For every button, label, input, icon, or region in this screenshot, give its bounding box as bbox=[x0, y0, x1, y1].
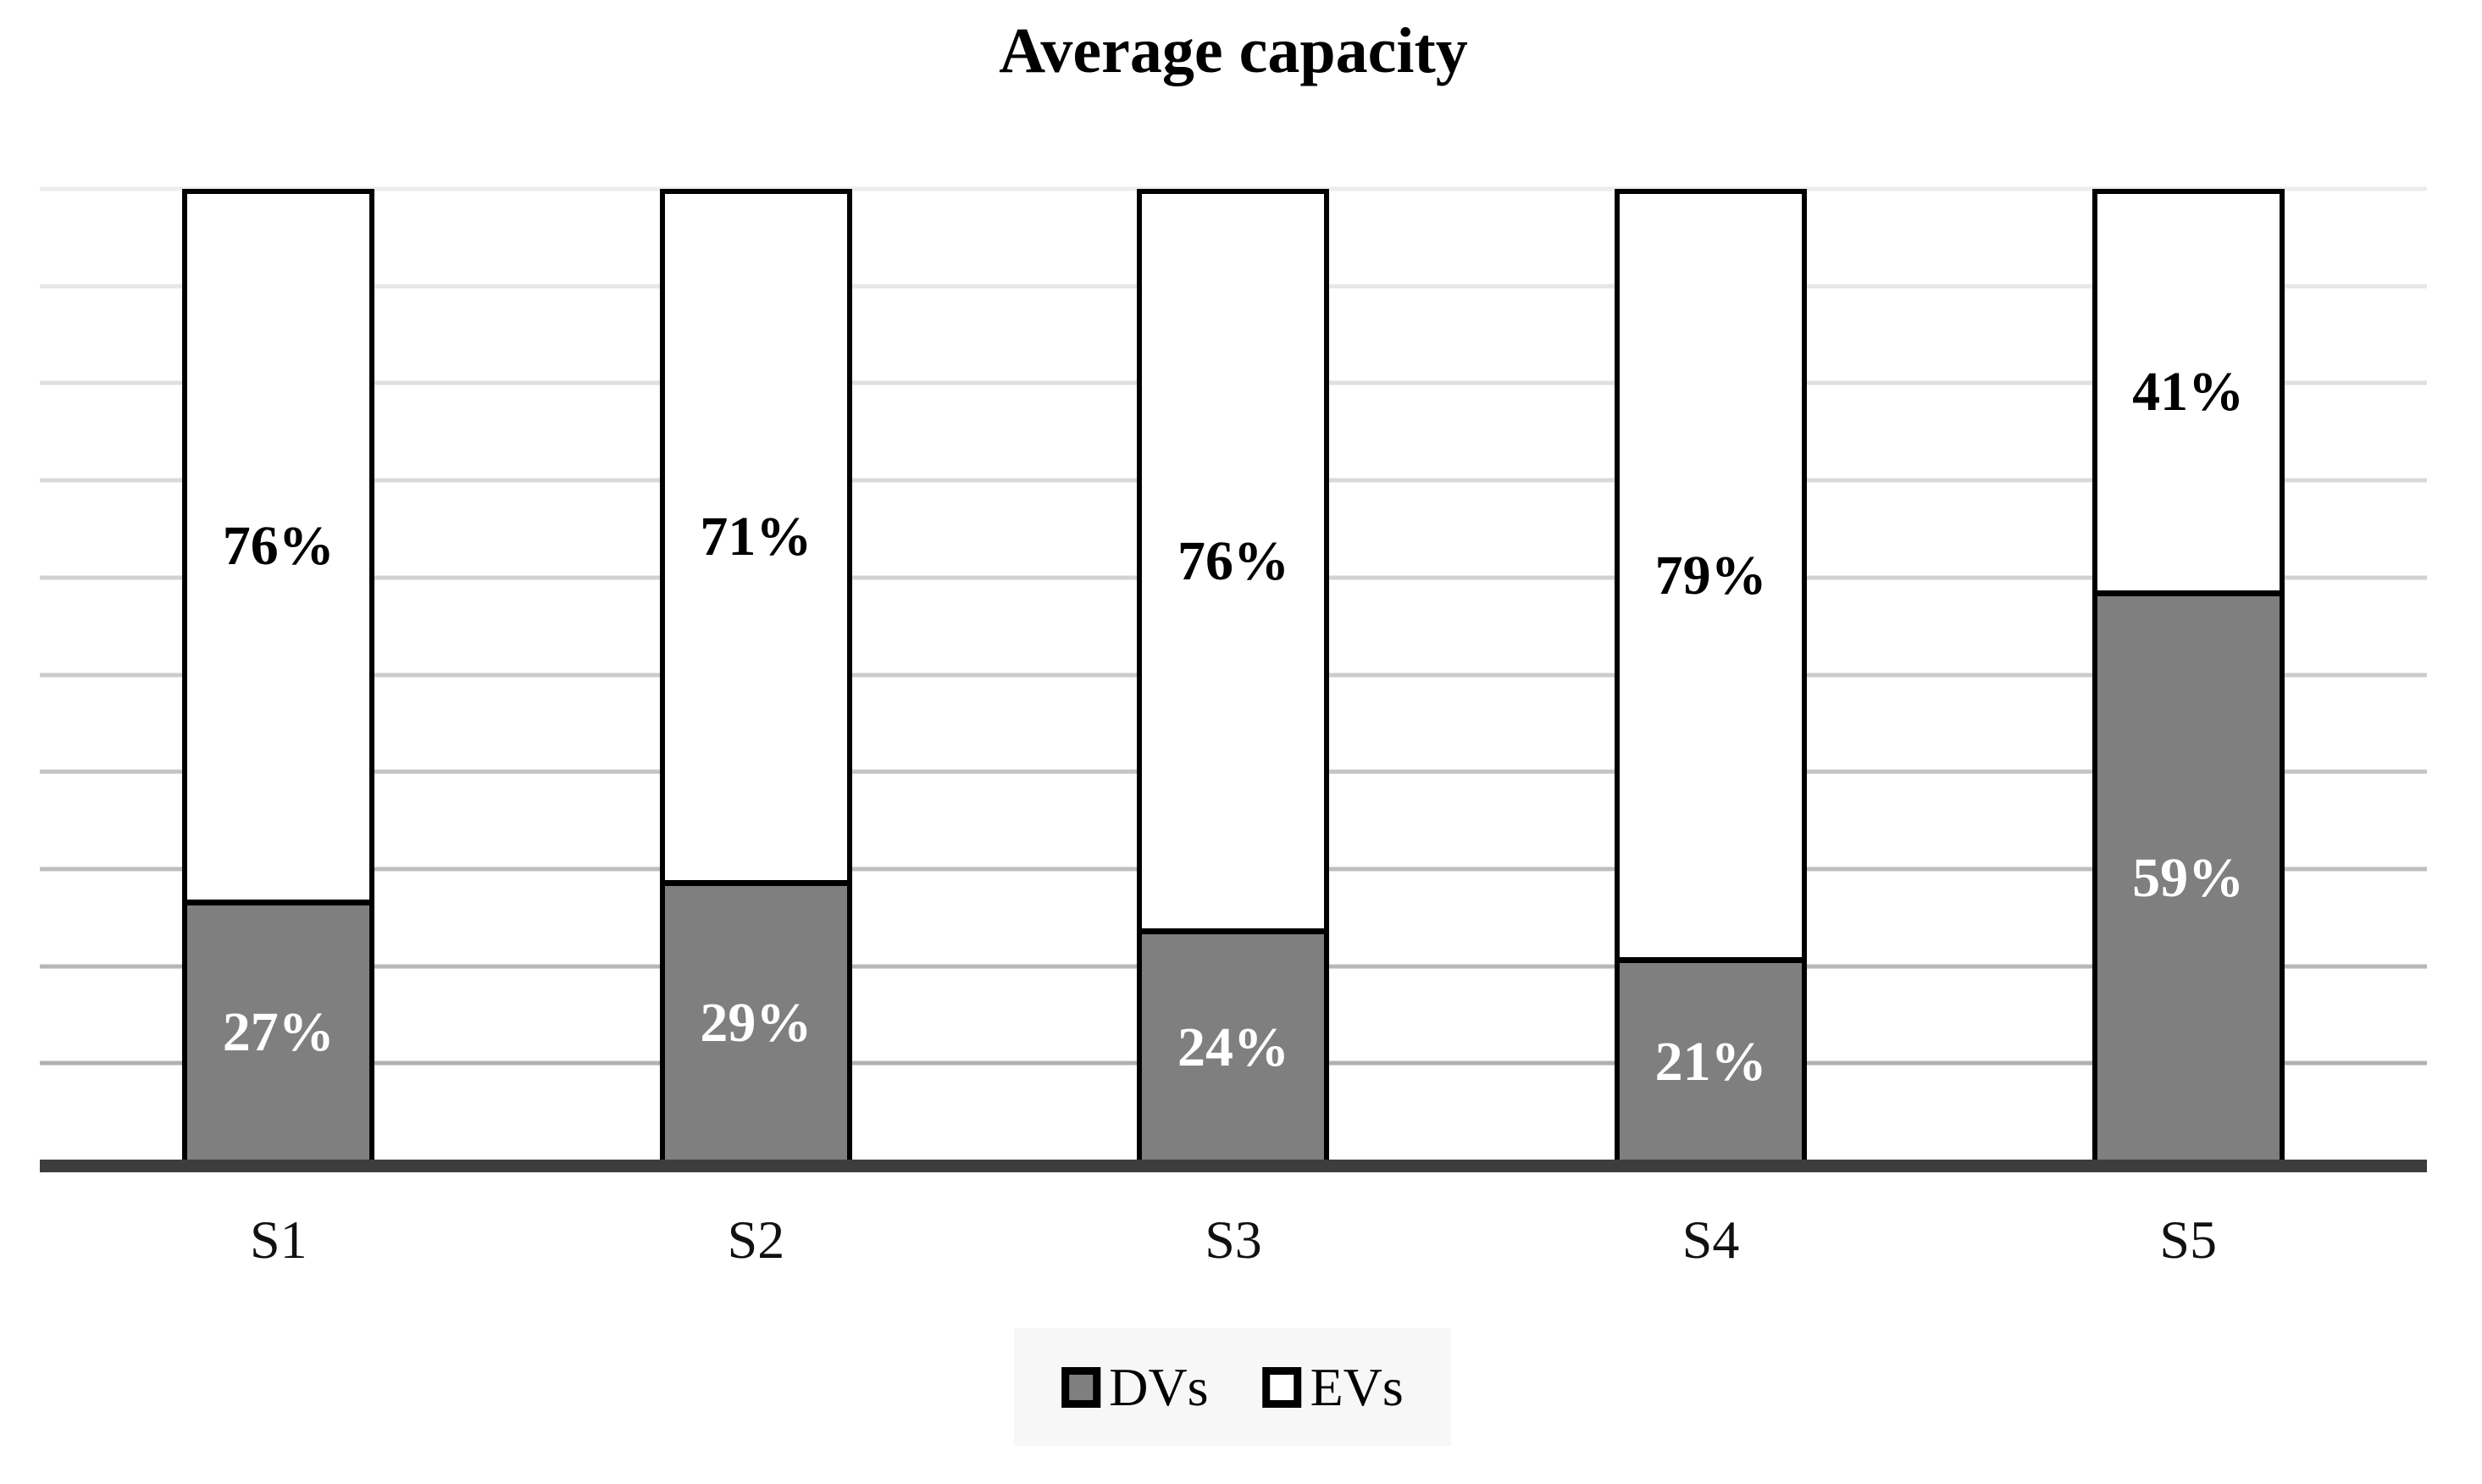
bar-segment-dvs: 21% bbox=[1620, 957, 1803, 1160]
data-label-evs: 71% bbox=[700, 506, 812, 568]
bar-slot-s3: 76% 24% bbox=[994, 189, 1472, 1160]
plot-area: 76% 27% 71% 29% 76% 24% 79% 21% 41% 59% bbox=[40, 186, 2427, 1160]
legend: DVs EVs bbox=[1014, 1328, 1451, 1446]
data-label-evs: 79% bbox=[1654, 544, 1767, 606]
x-axis-label-s1: S1 bbox=[250, 1210, 307, 1270]
bars-layer: 76% 27% 71% 29% 76% 24% 79% 21% 41% 59% bbox=[40, 189, 2427, 1160]
bar-segment-dvs: 29% bbox=[664, 880, 847, 1160]
x-axis-line bbox=[40, 1160, 2427, 1172]
data-label-evs: 41% bbox=[2132, 360, 2245, 423]
x-axis-label-s2: S2 bbox=[727, 1210, 785, 1270]
legend-swatch-dvs bbox=[1061, 1366, 1101, 1408]
x-axis-label-s4: S4 bbox=[1681, 1210, 1740, 1270]
data-label-evs: 76% bbox=[1177, 529, 1289, 592]
data-label-dvs: 24% bbox=[1177, 1016, 1289, 1078]
stacked-bar-s4: 79% 21% bbox=[1615, 189, 1808, 1160]
bar-slot-s5: 41% 59% bbox=[1949, 189, 2427, 1160]
legend-label-evs: EVs bbox=[1310, 1356, 1404, 1417]
x-axis-labels: S1 S2 S3 S4 S5 bbox=[40, 1213, 2427, 1267]
legend-item-dvs: DVs bbox=[1061, 1356, 1209, 1417]
bar-segment-evs: 79% bbox=[1620, 194, 1803, 958]
stacked-bar-s5: 41% 59% bbox=[2091, 189, 2285, 1160]
bar-segment-dvs: 24% bbox=[1142, 928, 1325, 1160]
chart-title: Average capacity bbox=[999, 15, 1468, 86]
legend-item-evs: EVs bbox=[1262, 1356, 1404, 1417]
bar-segment-dvs: 27% bbox=[187, 899, 370, 1160]
x-axis-label-s3: S3 bbox=[1205, 1210, 1262, 1270]
bar-segment-evs: 41% bbox=[2097, 194, 2280, 590]
data-label-dvs: 27% bbox=[222, 1001, 335, 1064]
stacked-bar-s2: 71% 29% bbox=[659, 189, 852, 1160]
bar-segment-evs: 76% bbox=[187, 194, 370, 900]
bar-slot-s4: 79% 21% bbox=[1472, 189, 1950, 1160]
stacked-bar-s3: 76% 24% bbox=[1137, 189, 1330, 1160]
data-label-dvs: 29% bbox=[700, 992, 812, 1055]
x-axis-label-s5: S5 bbox=[2159, 1210, 2217, 1270]
bar-slot-s2: 71% 29% bbox=[518, 189, 995, 1160]
data-label-dvs: 21% bbox=[1654, 1030, 1767, 1093]
bar-segment-dvs: 59% bbox=[2097, 590, 2280, 1160]
bar-segment-evs: 76% bbox=[1142, 194, 1325, 929]
data-label-dvs: 59% bbox=[2132, 846, 2245, 909]
data-label-evs: 76% bbox=[222, 515, 335, 578]
legend-label-dvs: DVs bbox=[1109, 1356, 1209, 1417]
stacked-bar-s1: 76% 27% bbox=[182, 189, 375, 1160]
legend-swatch-evs bbox=[1262, 1366, 1302, 1408]
bar-slot-s1: 76% 27% bbox=[40, 189, 518, 1160]
bar-segment-evs: 71% bbox=[664, 194, 847, 881]
